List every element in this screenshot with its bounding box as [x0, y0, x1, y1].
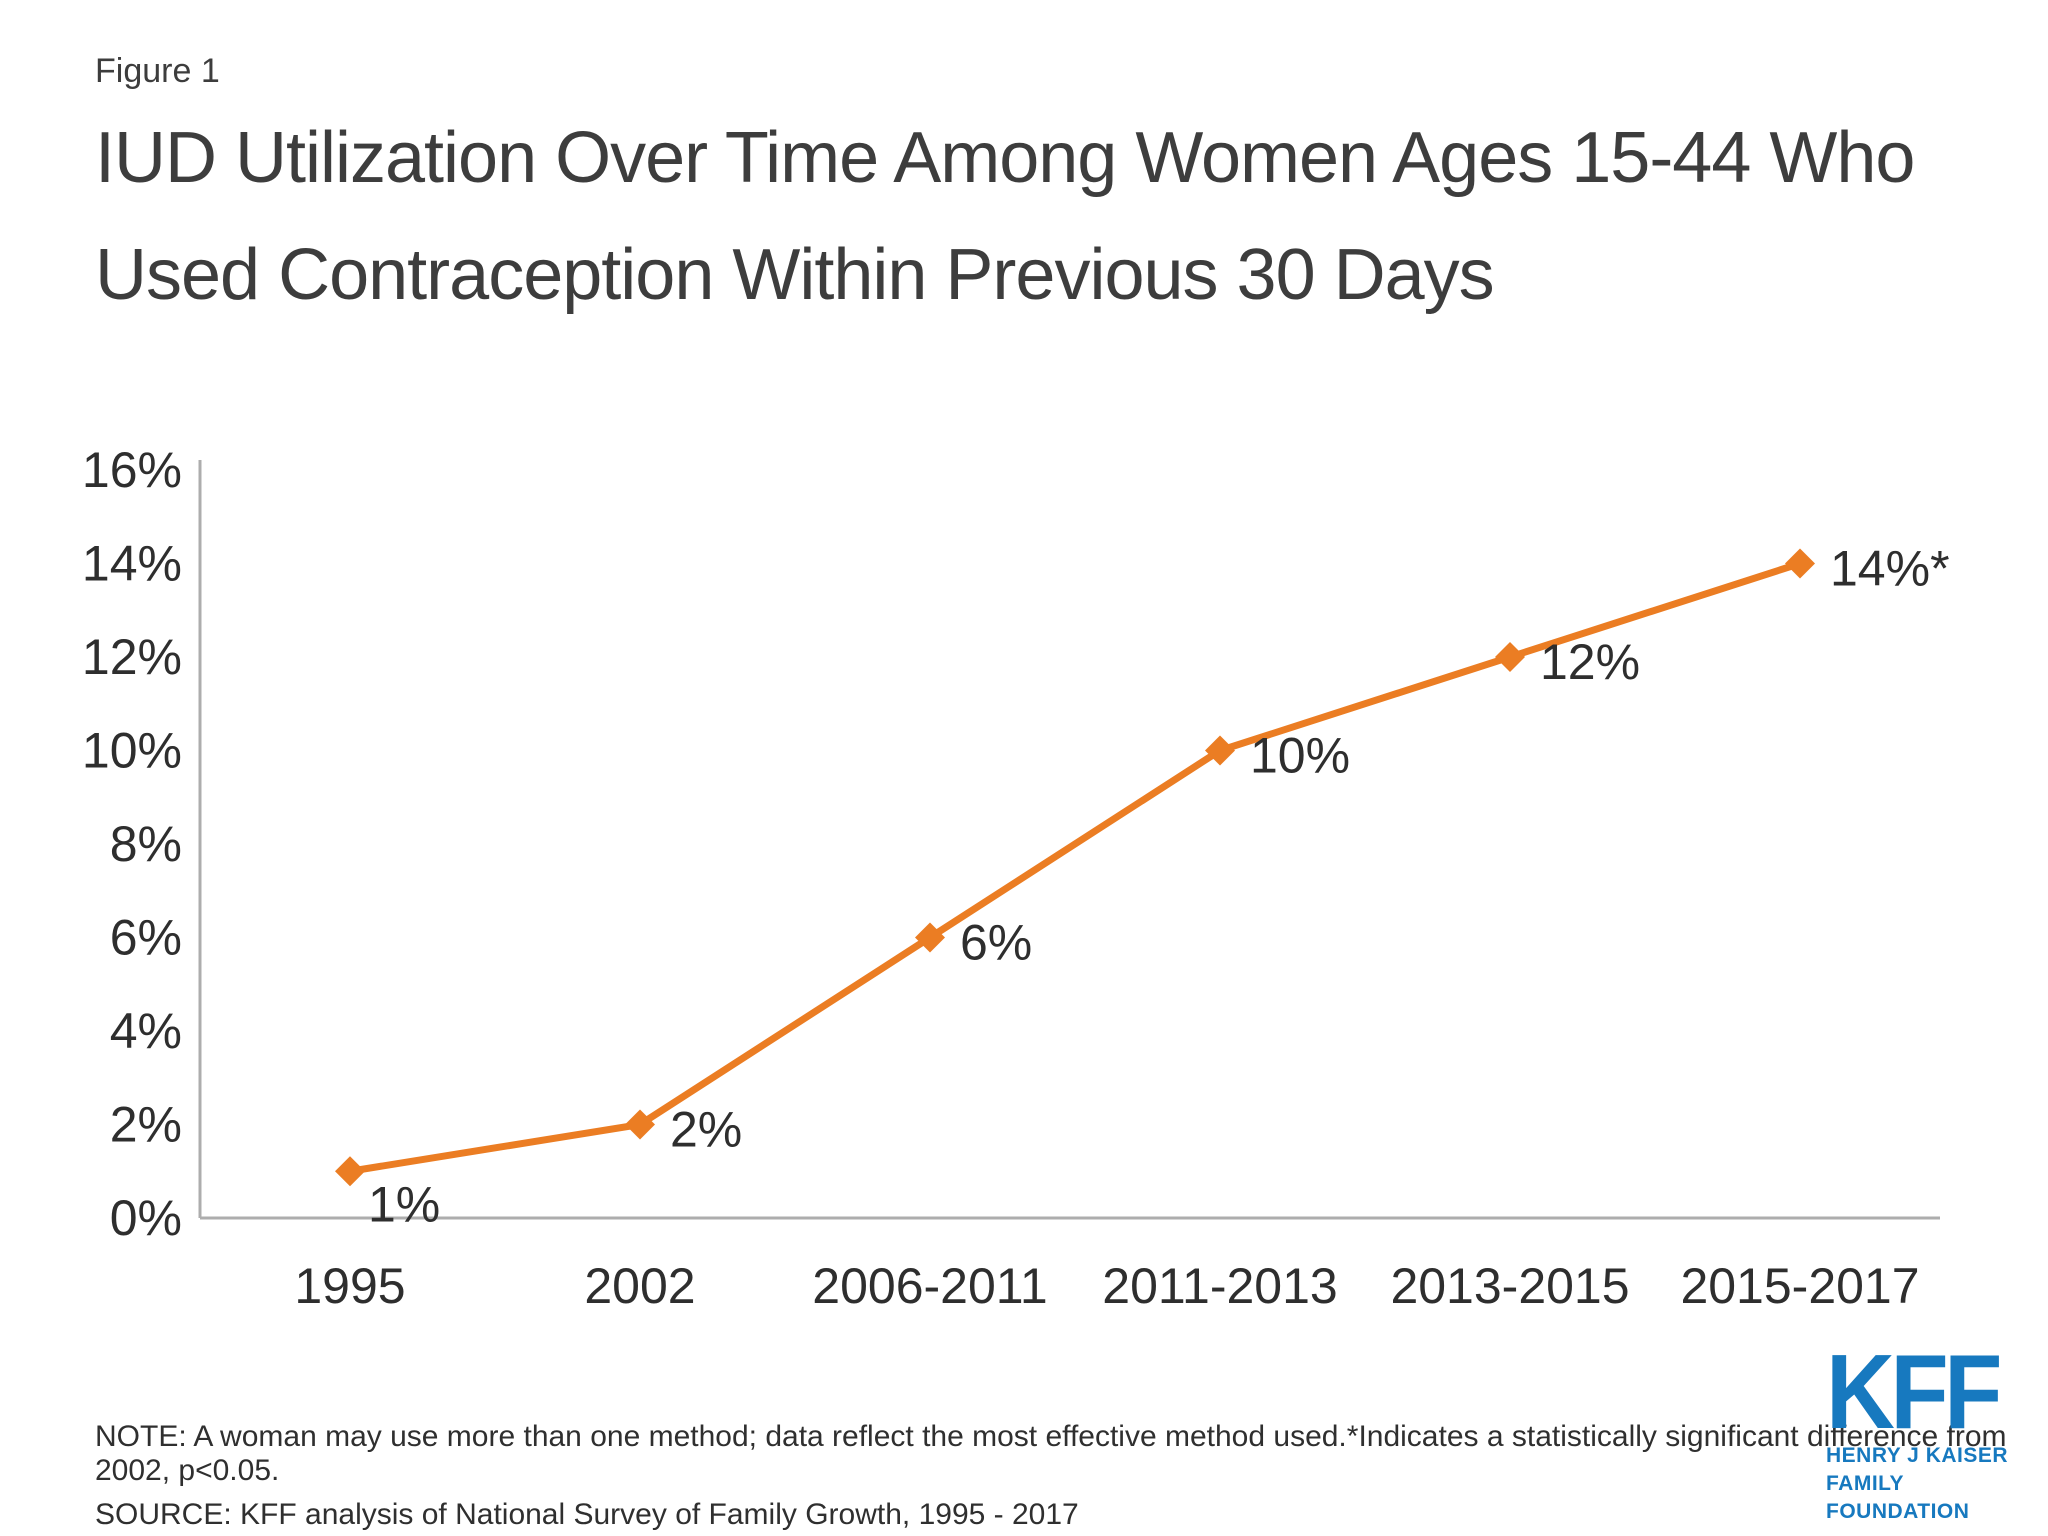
- data-point-marker: [625, 1109, 655, 1140]
- page-title-line1: IUD Utilization Over Time Among Women Ag…: [95, 118, 1915, 198]
- data-point-label: 10%: [1250, 728, 1350, 784]
- y-axis-tick-label: 10%: [82, 723, 182, 779]
- data-point-label: 14%*: [1830, 541, 1950, 597]
- kff-logo-line1: HENRY J KAISER: [1826, 1443, 2009, 1467]
- page-title: IUD Utilization Over Time Among Women Ag…: [95, 100, 1915, 333]
- note-text: NOTE: A woman may use more than one meth…: [95, 1420, 2007, 1487]
- y-axis-tick-label: 8%: [110, 816, 182, 872]
- y-axis-tick-label: 12%: [82, 629, 182, 685]
- data-point-marker: [915, 922, 945, 953]
- data-series-line: [346, 560, 1804, 1175]
- y-axis-tick-label: 0%: [110, 1190, 182, 1246]
- x-axis-tick-label: 2015-2017: [1680, 1258, 1919, 1314]
- y-axis-tick-label: 2%: [110, 1097, 182, 1153]
- data-point-label: 2%: [670, 1102, 742, 1158]
- y-axis-tick-label: 6%: [110, 910, 182, 966]
- x-axis-tick-label: 2011-2013: [1102, 1258, 1337, 1314]
- data-point-marker: [1205, 735, 1235, 766]
- kff-logo: KFF HENRY J KAISER FAMILY FOUNDATION: [1826, 1333, 2046, 1527]
- data-point-label: 12%: [1540, 634, 1640, 690]
- data-point-marker: [1495, 642, 1525, 672]
- figure-label: Figure 1: [95, 52, 220, 90]
- kff-logo-line2: FAMILY FOUNDATION: [1826, 1471, 1970, 1524]
- page-title-line2: Used Contraception Within Previous 30 Da…: [95, 234, 1495, 315]
- x-axis-tick-label: 2002: [584, 1258, 695, 1314]
- kff-logo-acronym: KFF: [1826, 1333, 2002, 1451]
- x-axis-tick-label: 1995: [294, 1258, 405, 1314]
- data-point-label: 6%: [960, 915, 1032, 971]
- y-axis-tick-label: 14%: [82, 536, 182, 592]
- source-text: SOURCE: KFF analysis of National Survey …: [95, 1498, 1079, 1531]
- footnotes: NOTE: A woman may use more than one meth…: [95, 1420, 2048, 1532]
- data-point-marker: [335, 1156, 365, 1187]
- y-axis-tick-label: 16%: [82, 442, 182, 498]
- data-point-marker: [1785, 548, 1815, 579]
- x-axis-tick-label: 2013-2015: [1390, 1258, 1629, 1314]
- y-axis-tick-label: 4%: [110, 1003, 182, 1059]
- x-axis-tick-label: 2006-2011: [812, 1258, 1047, 1314]
- data-point-label: 1%: [368, 1176, 440, 1232]
